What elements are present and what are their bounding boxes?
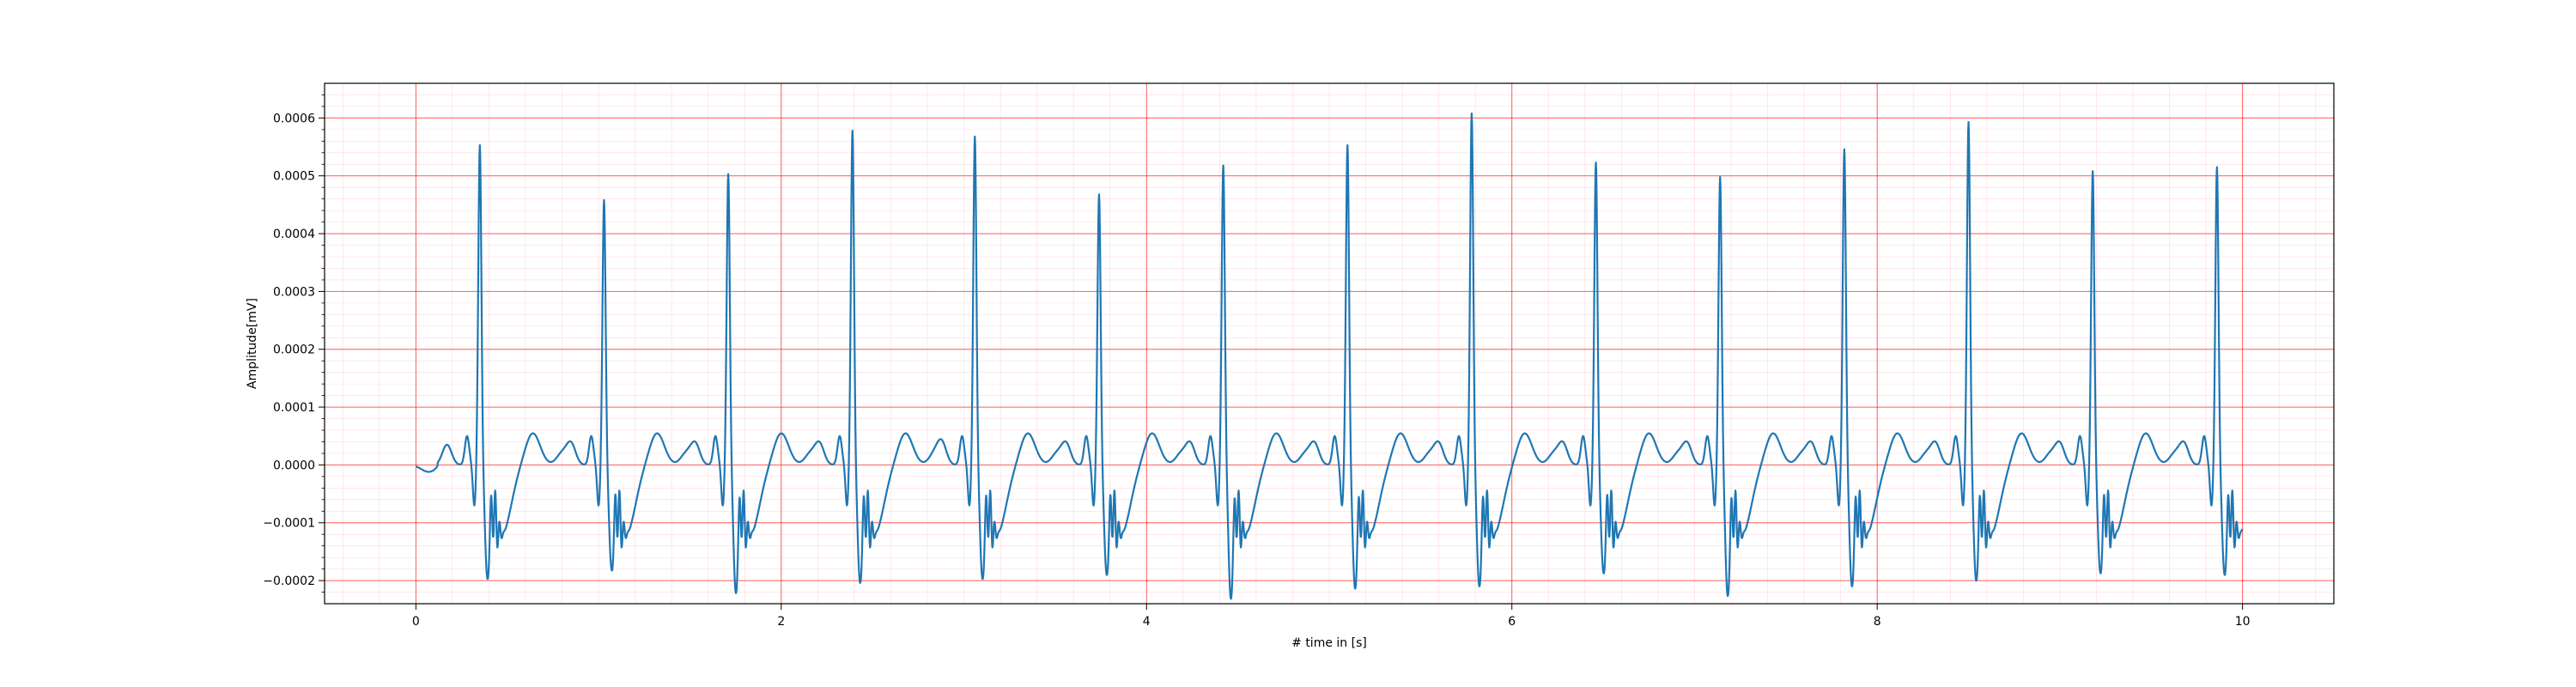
x-tick-label: 10 bbox=[2235, 615, 2251, 629]
y-tick-label: 0.0003 bbox=[273, 285, 315, 299]
y-axis-label: Amplitude[mV] bbox=[246, 298, 259, 389]
x-tick-label: 2 bbox=[777, 615, 785, 629]
y-tick-label: 0.0001 bbox=[273, 401, 315, 415]
y-tick-label: 0.0006 bbox=[273, 112, 315, 125]
y-tick-label: 0.0005 bbox=[273, 170, 315, 184]
y-tick-label: 0.0004 bbox=[273, 228, 315, 241]
minor-grid bbox=[325, 83, 2334, 604]
y-tick-label: 0.0002 bbox=[273, 344, 315, 357]
y-tick-label: −0.0002 bbox=[263, 575, 315, 588]
y-tick-label: −0.0001 bbox=[263, 517, 315, 531]
x-tick-label: 0 bbox=[412, 615, 420, 629]
x-tick-label: 6 bbox=[1508, 615, 1516, 629]
x-tick-label: 4 bbox=[1143, 615, 1151, 629]
x-axis-ticks: 0 2 4 6 8 10 bbox=[412, 604, 2251, 629]
x-tick-label: 8 bbox=[1874, 615, 1881, 629]
y-tick-label: 0.0000 bbox=[273, 459, 315, 472]
y-axis-ticks: −0.0002 −0.0001 0.0000 0.0001 0.0002 0.0003 0.… bbox=[263, 94, 325, 592]
x-axis-label: # time in [s] bbox=[1291, 636, 1367, 650]
